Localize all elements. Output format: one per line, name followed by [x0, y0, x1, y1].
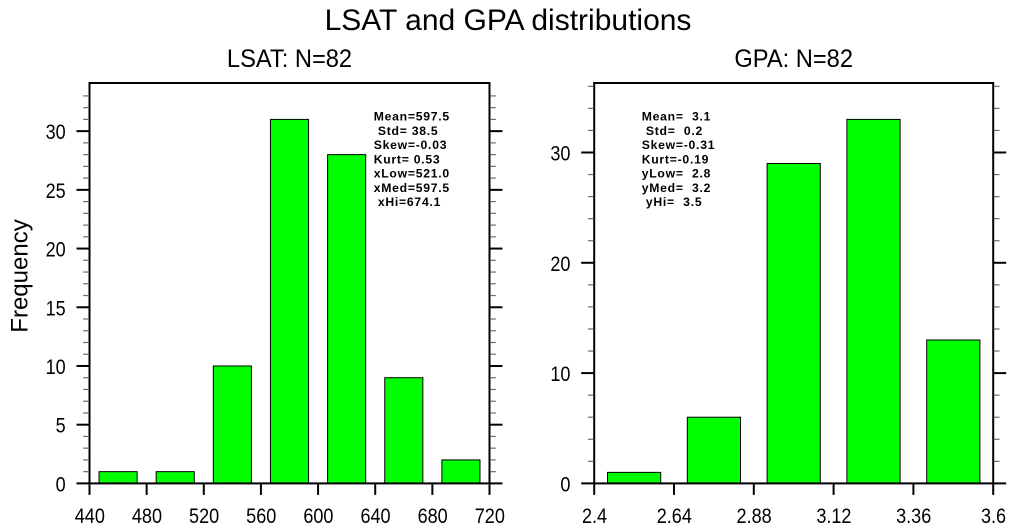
- svg-text:30: 30: [550, 142, 570, 166]
- svg-text:GPA: N=82: GPA: N=82: [734, 46, 853, 74]
- svg-text:xLow=521.0: xLow=521.0: [374, 167, 450, 181]
- svg-text:Std= 38.5: Std= 38.5: [374, 124, 439, 138]
- svg-text:Skew=-0.03: Skew=-0.03: [374, 138, 448, 152]
- svg-text:3.36: 3.36: [896, 504, 931, 528]
- svg-text:LSAT and GPA distributions: LSAT and GPA distributions: [325, 4, 692, 37]
- svg-text:30: 30: [46, 121, 66, 145]
- svg-text:xHi=674.1: xHi=674.1: [374, 195, 441, 209]
- svg-text:5: 5: [56, 414, 66, 438]
- svg-text:Mean=597.5: Mean=597.5: [374, 110, 450, 124]
- svg-text:yLow= 2.8: yLow= 2.8: [642, 167, 711, 181]
- svg-text:520: 520: [189, 504, 219, 528]
- svg-text:Skew=-0.31: Skew=-0.31: [642, 138, 716, 152]
- svg-text:480: 480: [132, 504, 162, 528]
- svg-text:20: 20: [550, 252, 570, 276]
- svg-text:10: 10: [46, 356, 66, 380]
- svg-text:10: 10: [550, 363, 570, 387]
- svg-text:Frequency: Frequency: [7, 219, 34, 332]
- svg-text:yHi= 3.5: yHi= 3.5: [642, 195, 703, 209]
- svg-text:15: 15: [46, 297, 66, 321]
- svg-text:Std= 0.2: Std= 0.2: [642, 124, 703, 138]
- svg-text:Kurt=-0.19: Kurt=-0.19: [642, 152, 709, 166]
- svg-text:LSAT: N=82: LSAT: N=82: [227, 46, 352, 74]
- svg-text:2.88: 2.88: [737, 504, 772, 528]
- svg-text:3.12: 3.12: [816, 504, 851, 528]
- svg-text:440: 440: [75, 504, 105, 528]
- svg-text:600: 600: [303, 504, 333, 528]
- svg-text:xMed=597.5: xMed=597.5: [374, 181, 450, 195]
- svg-text:720: 720: [475, 504, 505, 528]
- svg-text:yMed= 3.2: yMed= 3.2: [642, 181, 712, 195]
- svg-text:680: 680: [418, 504, 448, 528]
- svg-text:0: 0: [560, 473, 570, 497]
- svg-text:Mean= 3.1: Mean= 3.1: [642, 110, 712, 124]
- svg-text:2.4: 2.4: [582, 504, 607, 528]
- svg-text:20: 20: [46, 238, 66, 262]
- svg-text:Kurt= 0.53: Kurt= 0.53: [374, 152, 441, 166]
- svg-text:3.6: 3.6: [981, 504, 1006, 528]
- svg-text:640: 640: [360, 504, 390, 528]
- svg-text:2.64: 2.64: [657, 504, 692, 528]
- svg-text:25: 25: [46, 179, 66, 203]
- svg-text:560: 560: [246, 504, 276, 528]
- svg-text:0: 0: [56, 473, 66, 497]
